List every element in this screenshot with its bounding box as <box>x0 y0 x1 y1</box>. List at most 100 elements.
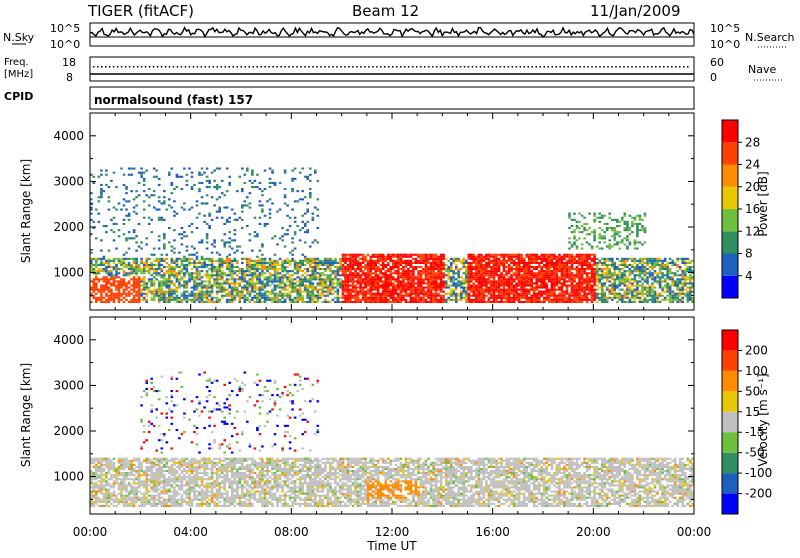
power-cell <box>309 299 312 301</box>
power-cell <box>593 215 596 217</box>
power-cell <box>546 256 549 258</box>
power-cell <box>402 280 405 282</box>
power-cell <box>364 258 367 260</box>
power-cell <box>130 174 133 176</box>
power-cell <box>548 272 551 274</box>
power-cell <box>128 274 131 276</box>
nave-dot <box>181 66 183 68</box>
power-cell <box>259 268 262 270</box>
power-cell <box>379 264 382 266</box>
power-cell <box>186 260 189 262</box>
power-cell <box>118 299 121 301</box>
power-cell <box>130 264 133 266</box>
power-cell <box>176 295 179 297</box>
power-cell <box>447 278 450 280</box>
power-cell <box>626 280 629 282</box>
power-cell <box>495 268 498 270</box>
power-cell <box>626 227 629 229</box>
power-cell <box>485 278 488 280</box>
power-cell <box>422 254 425 256</box>
power-cell <box>447 293 450 295</box>
power-cell <box>450 289 453 291</box>
power-cell <box>113 293 116 295</box>
power-cell <box>440 272 443 274</box>
power-cell <box>392 266 395 268</box>
power-cell <box>203 264 206 266</box>
power-cell <box>417 280 420 282</box>
power-cell <box>573 260 576 262</box>
power-cell <box>352 266 355 268</box>
power-cell <box>279 299 282 301</box>
power-cell <box>624 276 627 278</box>
power-cell <box>513 299 516 301</box>
power-cell <box>664 258 667 260</box>
power-cell <box>601 272 604 274</box>
power-cell <box>226 299 229 301</box>
power-cell <box>98 258 101 260</box>
power-cell <box>669 289 672 291</box>
power-cell <box>367 276 370 278</box>
power-cell <box>100 258 103 260</box>
power-cell <box>208 186 211 188</box>
power-cell <box>206 235 209 237</box>
power-cell <box>228 217 231 219</box>
power-cell <box>176 287 179 289</box>
power-cell <box>382 274 385 276</box>
power-cell <box>425 266 428 268</box>
power-cell <box>349 270 352 272</box>
power-cell <box>435 268 438 270</box>
nave-dot <box>647 66 649 68</box>
power-cell <box>198 172 201 174</box>
power-cell <box>468 256 471 258</box>
power-cell <box>535 254 538 256</box>
power-cell <box>468 264 471 266</box>
power-cell <box>616 266 619 268</box>
power-cell <box>186 280 189 282</box>
power-cell <box>354 272 357 274</box>
power-cell <box>520 258 523 260</box>
power-cell <box>437 287 440 289</box>
power-cell <box>483 266 486 268</box>
power-cell <box>541 295 544 297</box>
power-cell <box>666 285 669 287</box>
nsky-trace <box>90 28 694 37</box>
power-cell <box>364 287 367 289</box>
power-cell <box>420 276 423 278</box>
power-cell <box>301 278 304 280</box>
power-cell <box>654 272 657 274</box>
power-cell <box>392 291 395 293</box>
power-cell <box>553 270 556 272</box>
power-cell <box>201 266 204 268</box>
power-cell <box>329 291 332 293</box>
power-cell <box>228 237 231 239</box>
power-cell <box>367 272 370 274</box>
nave-dot <box>129 66 131 68</box>
power-cell <box>636 295 639 297</box>
power-cell <box>342 301 345 303</box>
power-cell <box>203 266 206 268</box>
power-cell <box>614 293 617 295</box>
power-cell <box>432 282 435 284</box>
power-cell <box>593 278 596 280</box>
power-cell <box>327 291 330 293</box>
power-cell <box>359 299 362 301</box>
power-cell <box>171 250 174 252</box>
power-cell <box>181 293 184 295</box>
power-cell <box>138 301 141 303</box>
power-cell <box>228 258 231 260</box>
power-cell <box>140 260 143 262</box>
power-cell <box>420 291 423 293</box>
power-cell <box>463 260 466 262</box>
power-cell <box>432 260 435 262</box>
power-cell <box>576 256 579 258</box>
power-cell <box>551 276 554 278</box>
power-cell <box>601 299 604 301</box>
power-cell <box>171 297 174 299</box>
power-cell <box>221 192 224 194</box>
power-cell <box>306 291 309 293</box>
power-cell <box>228 246 231 248</box>
power-cell <box>108 186 111 188</box>
power-cell <box>425 287 428 289</box>
power-cell <box>254 231 257 233</box>
power-cell <box>435 293 438 295</box>
